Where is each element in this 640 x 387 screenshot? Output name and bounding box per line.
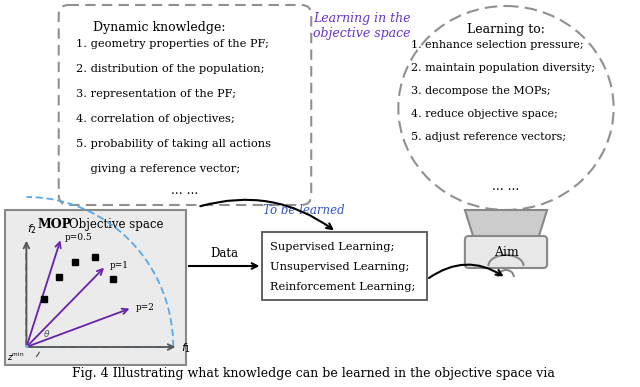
Text: To be learned: To be learned xyxy=(262,204,344,217)
Text: ... ...: ... ... xyxy=(492,180,520,193)
Text: 4. correlation of objectives;: 4. correlation of objectives; xyxy=(76,114,235,124)
PathPatch shape xyxy=(465,210,547,238)
Text: $z^{\mathrm{min}}$: $z^{\mathrm{min}}$ xyxy=(7,351,24,363)
Text: Fig. 4 Illustrating what knowledge can be learned in the objective space via: Fig. 4 Illustrating what knowledge can b… xyxy=(72,367,555,380)
Text: p=2: p=2 xyxy=(136,303,155,312)
Text: p=0.5: p=0.5 xyxy=(65,233,93,242)
Text: Data: Data xyxy=(210,247,238,260)
Text: Reinforcement Learning;: Reinforcement Learning; xyxy=(270,282,415,292)
Text: MOP: MOP xyxy=(37,218,71,231)
Text: $\theta$: $\theta$ xyxy=(43,328,51,339)
Text: 1. enhance selection pressure;: 1. enhance selection pressure; xyxy=(411,40,584,50)
Text: ... ...: ... ... xyxy=(172,184,198,197)
Text: Unsupervised Learning;: Unsupervised Learning; xyxy=(270,262,410,272)
Text: 3. decompose the MOPs;: 3. decompose the MOPs; xyxy=(411,86,550,96)
Text: Dynamic knowledge:: Dynamic knowledge: xyxy=(93,21,225,34)
Text: 2. maintain population diversity;: 2. maintain population diversity; xyxy=(411,63,595,73)
FancyBboxPatch shape xyxy=(465,236,547,268)
FancyBboxPatch shape xyxy=(5,210,186,365)
Text: 1. geometry properties of the PF;: 1. geometry properties of the PF; xyxy=(76,39,269,49)
Text: 2. distribution of the population;: 2. distribution of the population; xyxy=(76,64,265,74)
Text: Objective space: Objective space xyxy=(68,218,163,231)
Text: p=1: p=1 xyxy=(110,261,129,270)
Text: giving a reference vector;: giving a reference vector; xyxy=(76,164,241,174)
Text: $f_1$: $f_1$ xyxy=(181,341,191,355)
Text: 3. representation of the PF;: 3. representation of the PF; xyxy=(76,89,236,99)
Text: Learning in the
objective space: Learning in the objective space xyxy=(314,12,411,40)
Text: 5. adjust reference vectors;: 5. adjust reference vectors; xyxy=(411,132,566,142)
Text: Supervised Learning;: Supervised Learning; xyxy=(270,242,394,252)
Text: 5. probability of taking all actions: 5. probability of taking all actions xyxy=(76,139,271,149)
Text: 4. reduce objective space;: 4. reduce objective space; xyxy=(411,109,558,119)
FancyBboxPatch shape xyxy=(262,232,427,300)
Text: $f_2$: $f_2$ xyxy=(28,222,38,236)
Text: Learning to:: Learning to: xyxy=(467,23,545,36)
Text: Aim: Aim xyxy=(493,245,518,259)
